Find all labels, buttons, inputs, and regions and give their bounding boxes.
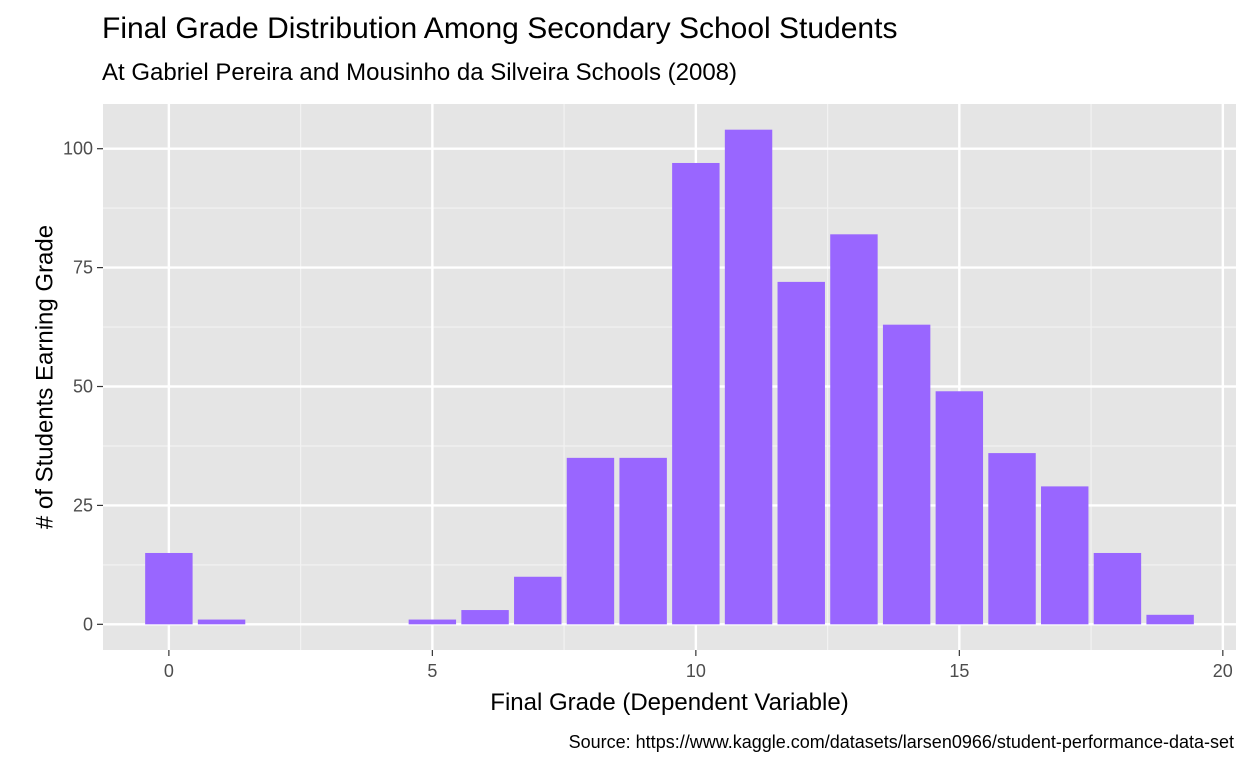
bar-grade-13 [830, 234, 878, 625]
x-tick-label: 20 [1213, 661, 1233, 681]
bar-grade-9 [619, 457, 667, 625]
bar-grade-11 [724, 129, 773, 625]
bar-grade-12 [777, 281, 825, 625]
x-tick-label: 15 [949, 661, 969, 681]
y-tick-label: 50 [73, 377, 93, 397]
bar-grade-19 [1146, 614, 1194, 625]
y-tick-label: 25 [73, 495, 93, 515]
x-tick-label: 5 [427, 661, 437, 681]
bar-series [145, 129, 1194, 625]
chart-subtitle: At Gabriel Pereira and Mousinho da Silve… [102, 59, 738, 86]
x-tick-label: 0 [164, 661, 174, 681]
y-axis: 0 25 50 75 100 [63, 139, 103, 634]
bar-grade-1 [197, 619, 246, 625]
bar-grade-6 [461, 610, 509, 625]
bar-grade-5 [408, 619, 457, 625]
bar-grade-15 [935, 391, 984, 625]
x-axis: 0 5 10 15 20 [164, 650, 1233, 681]
chart-caption: Source: https://www.kaggle.com/datasets/… [568, 732, 1234, 752]
y-tick-label: 100 [63, 139, 93, 159]
bar-grade-0 [145, 552, 193, 625]
bar-grade-18 [1093, 552, 1142, 625]
y-tick-label: 0 [83, 614, 93, 634]
y-tick-label: 75 [73, 258, 93, 278]
x-tick-label: 10 [686, 661, 706, 681]
bar-grade-10 [672, 162, 720, 625]
bar-grade-14 [882, 324, 931, 625]
bar-grade-17 [1041, 486, 1089, 625]
bar-grade-16 [988, 453, 1036, 625]
bar-grade-7 [514, 576, 562, 625]
bar-grade-8 [566, 457, 615, 625]
x-axis-title: Final Grade (Dependent Variable) [490, 689, 848, 716]
y-axis-title: # of Students Earning Grade [31, 225, 58, 529]
chart-title: Final Grade Distribution Among Secondary… [102, 12, 898, 45]
